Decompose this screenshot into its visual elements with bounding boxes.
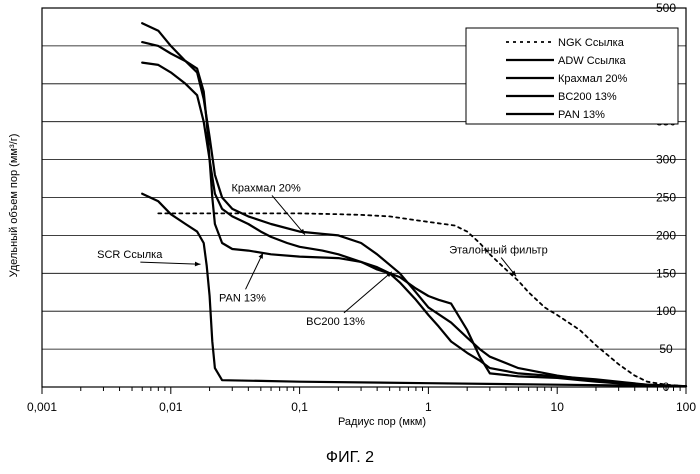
y-tick-label: 50: [659, 342, 673, 356]
y-tick-label: 150: [656, 266, 676, 280]
x-tick-label: 100: [676, 400, 696, 414]
legend-label: ADW Ссылка: [558, 55, 627, 67]
y-tick-label: 500: [656, 1, 676, 15]
annotation-label: PAN 13%: [219, 292, 266, 304]
y-tick-label: 250: [656, 191, 676, 205]
annotation-label: BC200 13%: [306, 316, 365, 328]
annotation-leader: [246, 253, 263, 290]
annotation-arrowhead: [195, 262, 201, 267]
annotation-leader: [140, 262, 200, 264]
figure-caption: ФИГ. 2: [326, 449, 374, 466]
y-axis-label: Удельный объем пор (мм³/г): [8, 134, 20, 278]
x-axis-label: Радиус пор (мкм): [338, 416, 426, 428]
annotation-leader: [344, 272, 392, 313]
x-tick-label: 0,01: [159, 400, 183, 414]
annotation-label: SCR Ссылка: [97, 249, 163, 261]
legend-label: BC200 13%: [558, 91, 617, 103]
legend-label: Крахмал 20%: [558, 73, 628, 85]
annotation-label: Крахмал 20%: [231, 182, 301, 194]
x-tick-label: 0,1: [291, 400, 308, 414]
x-tick-label: 0,001: [27, 400, 57, 414]
legend-label: NGK Ссылка: [558, 37, 625, 49]
x-tick-label: 10: [551, 400, 565, 414]
x-tick-label: 1: [425, 400, 432, 414]
y-tick-label: 100: [656, 304, 676, 318]
y-tick-label: 200: [656, 228, 676, 242]
legend-label: PAN 13%: [558, 109, 605, 121]
y-tick-label: 300: [656, 153, 676, 167]
annotation-label: Эталонный фильтр: [449, 245, 548, 257]
